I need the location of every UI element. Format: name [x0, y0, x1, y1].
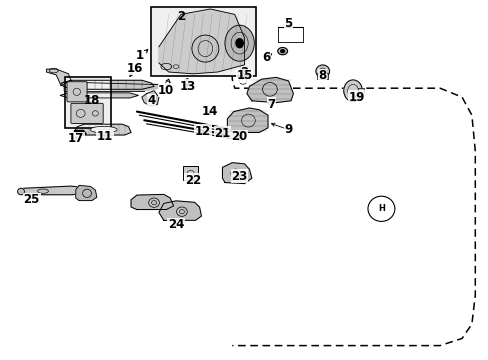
Text: 4: 4 [147, 94, 155, 107]
Polygon shape [222, 163, 251, 184]
Ellipse shape [343, 80, 362, 102]
Text: 10: 10 [158, 84, 174, 96]
Polygon shape [227, 131, 242, 138]
Text: 13: 13 [180, 80, 196, 93]
Polygon shape [20, 186, 85, 195]
Text: 20: 20 [231, 130, 247, 143]
Text: 16: 16 [126, 62, 142, 75]
Bar [150, 7, 255, 76]
Polygon shape [46, 69, 71, 86]
Polygon shape [131, 194, 173, 210]
Text: 14: 14 [202, 105, 218, 118]
Bar [183, 166, 198, 180]
Polygon shape [159, 9, 244, 74]
Text: 23: 23 [231, 170, 247, 183]
Text: 6: 6 [262, 51, 270, 64]
Ellipse shape [18, 188, 24, 195]
Polygon shape [246, 77, 293, 103]
Text: 11: 11 [97, 130, 113, 143]
Ellipse shape [235, 39, 243, 48]
Ellipse shape [191, 35, 218, 62]
Text: 19: 19 [348, 91, 365, 104]
Text: 17: 17 [67, 132, 84, 145]
Polygon shape [159, 201, 201, 220]
Ellipse shape [90, 126, 117, 133]
Text: 7: 7 [267, 98, 275, 111]
FancyBboxPatch shape [71, 103, 103, 123]
Ellipse shape [277, 48, 287, 55]
Polygon shape [61, 80, 154, 89]
Text: 21: 21 [214, 127, 230, 140]
Polygon shape [60, 93, 138, 98]
Text: 5: 5 [284, 17, 292, 30]
FancyBboxPatch shape [67, 82, 87, 102]
Text: 12: 12 [194, 125, 211, 138]
Text: 15: 15 [236, 69, 252, 82]
Ellipse shape [280, 50, 284, 53]
Text: 24: 24 [167, 219, 184, 231]
Polygon shape [63, 82, 159, 91]
Text: 2: 2 [177, 10, 184, 23]
Polygon shape [76, 185, 97, 201]
Text: 25: 25 [23, 193, 40, 206]
Text: 3: 3 [240, 66, 248, 78]
Text: 22: 22 [184, 174, 201, 186]
Polygon shape [75, 124, 131, 135]
Polygon shape [227, 108, 267, 132]
Bar [357, 88, 363, 94]
Bar [64, 77, 111, 128]
Bar [316, 73, 327, 79]
Text: H: H [377, 204, 384, 213]
Text: 18: 18 [83, 94, 100, 107]
Ellipse shape [315, 65, 329, 77]
Ellipse shape [224, 25, 254, 61]
Text: 8: 8 [318, 69, 326, 82]
Text: 1: 1 [136, 49, 143, 62]
Text: 9: 9 [284, 123, 292, 136]
Polygon shape [142, 91, 159, 106]
